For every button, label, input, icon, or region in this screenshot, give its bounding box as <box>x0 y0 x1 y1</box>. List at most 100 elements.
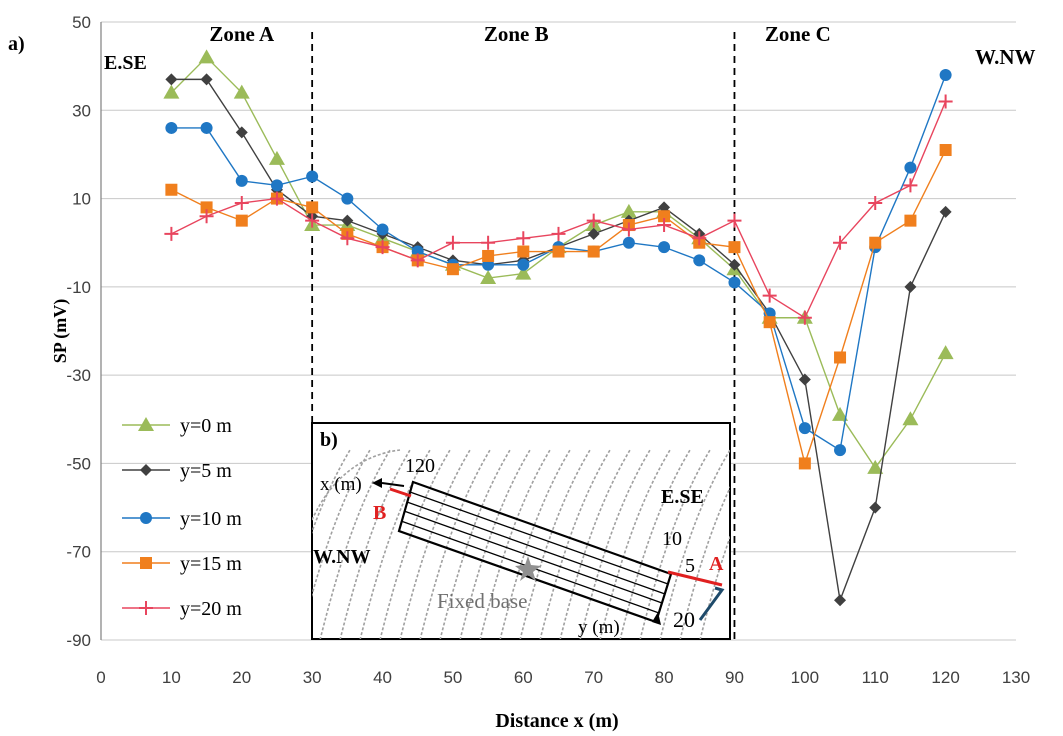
y-tick-label: -90 <box>66 631 91 650</box>
data-point <box>552 245 565 258</box>
data-point <box>869 236 882 249</box>
x-tick-labels: 0 10 20 30 40 50 60 70 80 90 100 110 120 130 <box>96 668 1030 687</box>
zone-label: Zone C <box>765 22 831 46</box>
data-point <box>938 94 953 109</box>
x-tick-label: 70 <box>584 668 603 687</box>
data-point <box>832 406 849 421</box>
contour-line <box>679 486 730 639</box>
inset-label-10: 10 <box>662 528 682 550</box>
contour-line <box>399 449 471 639</box>
inset-direction-left: W.NW <box>313 546 371 568</box>
legend-marker <box>138 417 154 431</box>
x-tick-label: 100 <box>791 668 819 687</box>
fixed-base-star-icon <box>515 556 541 581</box>
data-point <box>482 249 495 262</box>
data-point <box>305 213 320 228</box>
x-tick-label: 30 <box>303 668 322 687</box>
data-point <box>904 214 917 227</box>
contour-line <box>459 449 531 639</box>
series-line <box>171 101 947 319</box>
contour-line <box>619 449 691 639</box>
panel-label-a: a) <box>8 33 25 55</box>
y-tick-labels: -90 -70 -50 -30 -10 10 30 50 <box>66 13 91 650</box>
data-point <box>657 218 672 233</box>
x-tick-label: 40 <box>373 668 392 687</box>
x-tick-label: 60 <box>514 668 533 687</box>
data-point <box>937 345 954 360</box>
direction-right-label: W.NW <box>975 45 1036 69</box>
data-point <box>728 258 741 271</box>
x-tick-label: 80 <box>655 668 674 687</box>
data-point <box>269 191 284 206</box>
data-point <box>868 195 883 210</box>
data-point <box>904 280 917 293</box>
contour-line <box>539 449 611 639</box>
data-point <box>904 161 917 174</box>
data-point <box>798 422 811 435</box>
legend-entry: y=0 m <box>180 415 232 437</box>
contour-line <box>359 449 431 639</box>
data-point <box>693 254 706 267</box>
contour-line <box>312 449 401 521</box>
x-tick-label: 50 <box>443 668 462 687</box>
data-point <box>341 192 354 205</box>
data-point <box>727 213 742 228</box>
contour-line <box>499 449 571 639</box>
data-point <box>867 459 884 474</box>
contour-line <box>479 449 551 639</box>
x-tick-label: 110 <box>862 668 889 687</box>
data-point <box>834 444 847 457</box>
inset-x-axis-label: x (m) <box>320 474 362 495</box>
data-point <box>939 144 952 157</box>
grid-line-3 <box>403 510 663 604</box>
north-marker <box>698 586 725 621</box>
legend-entry: y=10 m <box>180 508 242 530</box>
data-point <box>164 226 179 241</box>
inset-direction-right: E.SE <box>661 486 704 508</box>
contour-line <box>659 449 730 639</box>
data-point <box>515 265 532 280</box>
profile-line-b <box>389 487 412 498</box>
data-point <box>340 231 355 246</box>
contour-line <box>439 449 511 639</box>
x-tick-label: 120 <box>931 668 959 687</box>
profile-line-a <box>667 570 723 587</box>
data-point <box>797 310 812 325</box>
series-line <box>171 74 947 452</box>
zone-label: Zone B <box>484 22 549 46</box>
data-point <box>621 222 636 237</box>
x-axis-arrow <box>381 482 405 487</box>
contour-line <box>579 449 651 639</box>
data-point <box>165 183 178 196</box>
data-point <box>939 68 952 81</box>
data-point <box>834 351 847 364</box>
contour-line <box>379 449 451 639</box>
legend-entry: y=20 m <box>180 598 242 620</box>
site-map-inset: b) 120 x (m) B W.NW E.SE 10 5 A 20 y (m)… <box>311 422 731 640</box>
data-point <box>410 253 425 268</box>
inset-label-120: 120 <box>405 455 435 477</box>
contour-line <box>559 449 631 639</box>
data-point <box>728 276 741 289</box>
data-point <box>517 245 530 258</box>
point-a-label: A <box>709 553 724 575</box>
data-point <box>834 594 847 607</box>
data-point <box>446 263 459 276</box>
data-point <box>199 209 214 224</box>
zone-label: Zone A <box>209 22 275 46</box>
legend-marker <box>140 557 152 569</box>
data-point <box>375 240 390 255</box>
data-point <box>234 195 249 210</box>
data-point <box>163 84 180 99</box>
y-axis-title: SP (mV) <box>50 299 71 364</box>
series-y-20-m <box>164 94 953 325</box>
data-point <box>235 126 248 139</box>
data-point <box>200 73 213 86</box>
contour-line <box>419 449 491 639</box>
data-point <box>306 201 319 214</box>
series-y-15-m <box>165 144 952 470</box>
data-point <box>341 214 354 227</box>
data-point <box>233 84 250 99</box>
legend: y=0 m y=5 m y=10 m y=15 m y=20 m <box>122 415 242 620</box>
y-tick-label: 30 <box>72 101 91 120</box>
